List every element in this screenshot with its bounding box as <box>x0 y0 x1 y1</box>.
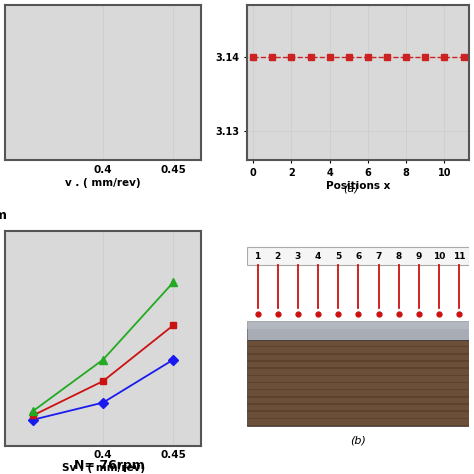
Text: 8: 8 <box>396 252 402 261</box>
X-axis label: v . ( mm/rev): v . ( mm/rev) <box>65 178 141 188</box>
Text: 9: 9 <box>416 252 422 261</box>
Text: 3: 3 <box>295 252 301 261</box>
Text: 4: 4 <box>315 252 321 261</box>
Bar <box>247 353 469 355</box>
Bar <box>247 403 469 405</box>
Bar <box>247 367 469 369</box>
Text: 6: 6 <box>355 252 362 261</box>
Text: 2: 2 <box>274 252 281 261</box>
X-axis label: Positions x: Positions x <box>326 181 391 191</box>
Bar <box>247 396 469 398</box>
Bar <box>247 425 469 426</box>
Bar <box>247 410 469 412</box>
Text: (a): (a) <box>343 184 358 194</box>
Bar <box>247 389 469 391</box>
Bar <box>247 418 469 419</box>
Bar <box>247 360 469 362</box>
Bar <box>247 321 469 328</box>
Bar <box>247 374 469 376</box>
Text: mm: mm <box>0 209 7 222</box>
Text: 1: 1 <box>255 252 261 261</box>
Text: (b): (b) <box>350 436 366 446</box>
Text: 10: 10 <box>433 252 445 261</box>
X-axis label: Sv . ( mm/rev): Sv . ( mm/rev) <box>62 463 145 473</box>
Text: 11: 11 <box>453 252 465 261</box>
Bar <box>247 321 469 340</box>
Bar <box>247 247 469 265</box>
Text: 7: 7 <box>375 252 382 261</box>
Bar <box>247 382 469 383</box>
Text: 5: 5 <box>335 252 341 261</box>
Bar <box>247 340 469 426</box>
Text: N= 76rpm: N= 76rpm <box>73 459 145 472</box>
Bar <box>247 346 469 347</box>
